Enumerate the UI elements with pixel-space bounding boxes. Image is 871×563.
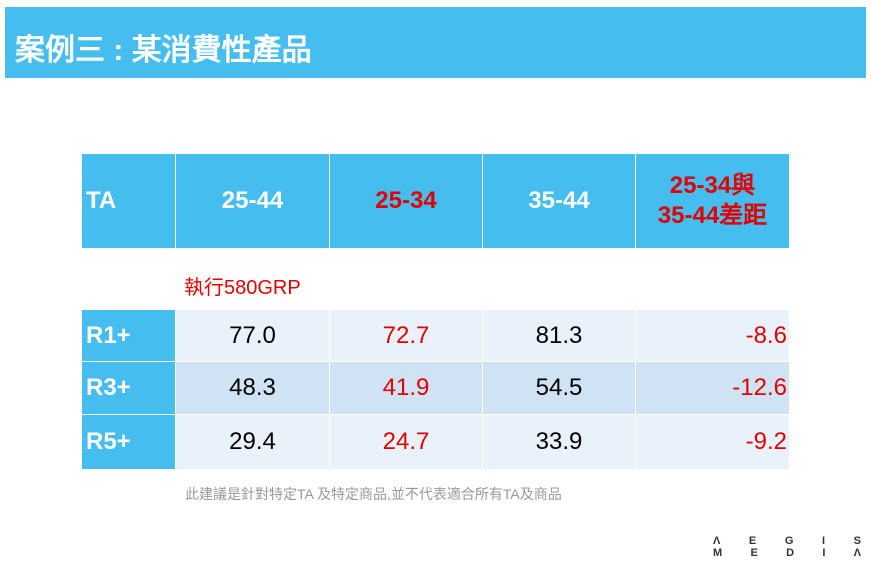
table-cell: -12.6 [636, 362, 789, 414]
column-header: 35-44 [483, 154, 635, 248]
table-cell: 24.7 [330, 415, 482, 469]
row-label: R5+ [82, 415, 175, 469]
logo-letter: G [784, 535, 794, 547]
footnote: 此建議是針對特定TA 及特定商品,並不代表適合所有TA及商品 [185, 486, 562, 502]
logo-letter: I [822, 547, 826, 559]
title-bar: 案例三 : 某消費性產品 [5, 7, 866, 78]
column-header: 25-34與 35-44差距 [636, 154, 789, 248]
column-header: TA [82, 154, 175, 248]
logo-letter: I [821, 535, 826, 547]
header-line: 25-34與 [669, 172, 756, 199]
row-label: R3+ [82, 362, 175, 414]
logo-letter: M [713, 547, 723, 559]
table-cell: 54.5 [483, 362, 635, 414]
column-header: 25-44 [176, 154, 329, 248]
logo-letter: E [748, 535, 757, 547]
table-cell: 72.7 [330, 310, 482, 361]
row-label: R1+ [82, 310, 175, 361]
title: 案例三 : 某消費性產品 [15, 34, 312, 67]
logo-letter: S [853, 535, 861, 547]
logo-letter: E [750, 547, 758, 559]
logo-letter: Λ [853, 547, 861, 559]
table-cell: 81.3 [483, 310, 635, 361]
table-cell: 29.4 [176, 415, 329, 469]
table-cell: -9.2 [636, 415, 789, 469]
table-cell: 48.3 [176, 362, 329, 414]
table-cell: -8.6 [636, 310, 789, 361]
logo-letter: D [786, 547, 795, 559]
note: 執行580GRP [184, 277, 301, 299]
table-cell: 33.9 [483, 415, 635, 469]
table-cell: 77.0 [176, 310, 329, 361]
logo-letter: Λ [713, 535, 721, 547]
logo: Λ E G I S M E D I Λ [713, 535, 861, 559]
header-line: 35-44差距 [657, 202, 768, 229]
table-cell: 41.9 [330, 362, 482, 414]
column-header: 25-34 [330, 154, 482, 248]
